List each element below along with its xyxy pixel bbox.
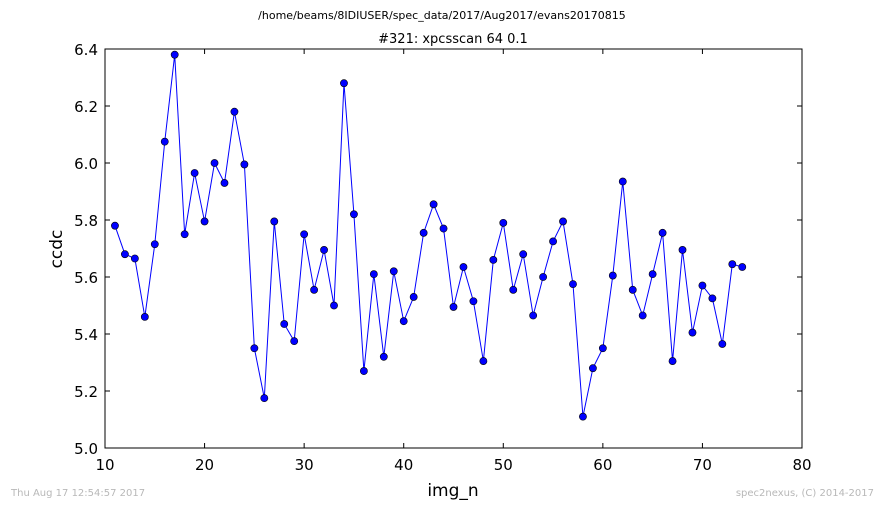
data-point (270, 217, 279, 226)
data-point (499, 218, 508, 227)
y-tick-label: 5.2 (74, 383, 98, 401)
data-point (439, 224, 448, 233)
data-point (628, 285, 637, 294)
x-tick-label: 80 (792, 456, 811, 474)
data-point (280, 320, 289, 328)
data-point (618, 177, 627, 186)
data-series (111, 50, 747, 421)
data-point (519, 250, 528, 259)
x-tick-label: 50 (494, 456, 513, 474)
data-point (648, 270, 657, 279)
data-point (708, 294, 717, 303)
data-point (459, 263, 468, 271)
data-point (111, 221, 119, 230)
data-point (389, 267, 398, 276)
data-point (190, 169, 199, 177)
data-point (718, 340, 727, 348)
data-point (489, 255, 498, 264)
y-tick-label: 5.6 (74, 269, 98, 287)
data-point (738, 263, 747, 271)
x-tick-label: 70 (693, 456, 712, 474)
data-point (260, 394, 269, 403)
plot-area (104, 48, 803, 449)
data-point (589, 364, 597, 373)
data-point (170, 50, 179, 59)
data-point (369, 270, 378, 279)
data-point (379, 352, 388, 361)
x-axis-label: img_n (427, 481, 478, 501)
axis-ticks: 10 20 30 40 50 60 70 80 5.0 5.2 5.4 5.6 5.8 6.0 6.2 6.4 (74, 41, 811, 474)
data-point (150, 240, 159, 249)
data-point (240, 160, 249, 169)
data-point (549, 237, 557, 246)
data-point (509, 285, 518, 294)
y-tick-label: 6.4 (74, 41, 98, 59)
data-point (250, 344, 259, 353)
data-point (539, 273, 548, 281)
data-point (579, 412, 587, 421)
data-point (160, 137, 169, 146)
x-tick-label: 40 (394, 456, 413, 474)
x-tick-label: 60 (593, 456, 612, 474)
x-tick-label: 20 (195, 456, 214, 474)
y-tick-label: 6.0 (74, 155, 98, 173)
data-point (200, 217, 209, 226)
data-point (290, 337, 299, 346)
data-point (210, 159, 219, 167)
data-point (140, 312, 149, 321)
data-point (678, 246, 687, 254)
data-point (359, 367, 368, 375)
data-point (180, 230, 189, 239)
data-point (598, 344, 607, 353)
data-point (638, 311, 647, 320)
y-tick-label: 5.8 (74, 212, 98, 230)
footer-timestamp: Thu Aug 17 12:54:57 2017 (11, 488, 146, 499)
y-tick-label: 5.0 (74, 440, 98, 458)
data-point (230, 107, 239, 116)
data-point (220, 179, 229, 187)
data-point (310, 285, 318, 294)
data-point (409, 293, 418, 301)
y-tick-label: 6.2 (74, 98, 98, 116)
data-point (449, 303, 458, 311)
series-line (114, 54, 743, 417)
data-point (569, 280, 577, 289)
data-point (340, 79, 348, 88)
data-point (330, 301, 338, 310)
data-point (429, 200, 438, 209)
data-point (121, 250, 129, 259)
data-point (300, 230, 309, 239)
data-point (399, 317, 408, 326)
x-tick-label: 10 (95, 456, 114, 474)
y-axis-label: ccdc (47, 230, 67, 269)
data-point (479, 357, 488, 365)
data-point (320, 246, 328, 254)
data-point (130, 254, 139, 263)
data-point (350, 210, 358, 219)
data-point (608, 271, 617, 280)
data-point (469, 297, 478, 306)
data-point (698, 281, 707, 290)
data-point (559, 217, 567, 226)
footer-credit: spec2nexus, (C) 2014-2017 (735, 488, 874, 499)
data-point (668, 357, 677, 365)
y-tick-label: 5.4 (74, 326, 98, 344)
chart-title: #321: xpcsscan 64 0.1 (378, 32, 528, 47)
data-point (688, 328, 697, 337)
figure-supertitle: /home/beams/8IDIUSER/spec_data/2017/Aug2… (258, 9, 626, 22)
data-point (529, 311, 538, 320)
data-point (419, 228, 428, 237)
data-point (658, 228, 667, 237)
x-tick-label: 30 (295, 456, 314, 474)
data-point (728, 260, 737, 269)
